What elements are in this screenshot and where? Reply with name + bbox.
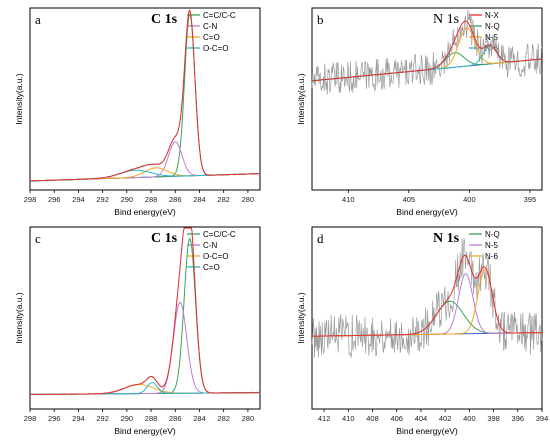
panel-title-c: C 1s (151, 231, 178, 246)
legend-label-d-1: N-5 (485, 241, 498, 250)
legend-label-d-2: N-6 (485, 252, 498, 261)
x-tick-label-a-4: 290 (121, 195, 134, 204)
panel-frame-c (29, 226, 261, 410)
legend-label-c-0: C=C/C-C (203, 230, 236, 239)
x-axis-title-b: Bind energy(eV) (396, 207, 458, 217)
x-tick-label-c-4: 290 (121, 414, 134, 423)
x-tick-label-c-0: 298 (24, 414, 37, 423)
panel-letter-a: a (35, 12, 41, 27)
x-tick-label-a-0: 298 (24, 195, 37, 204)
envelope-a (29, 10, 261, 182)
x-tick-label-d-3: 406 (390, 414, 403, 423)
x-tick-label-c-7: 284 (193, 414, 206, 423)
x-axis-title-a: Bind energy(eV) (114, 207, 176, 217)
x-tick-label-b-0: 410 (342, 195, 355, 204)
raw-spectrum-d (311, 238, 543, 358)
x-tick-label-a-6: 286 (169, 195, 182, 204)
x-axis-title-c: Bind energy(eV) (114, 426, 176, 436)
peak-a-0 (29, 12, 261, 182)
panel-title-b: N 1s (433, 12, 459, 27)
x-tick-label-c-8: 282 (217, 414, 230, 423)
x-tick-label-a-5: 288 (145, 195, 158, 204)
y-axis-title-d: Intensity(a.u.) (296, 292, 306, 344)
panel-frame-b (311, 7, 543, 191)
panel-d: 412 410 408 406 404 402 400 398 396 394 Bind energ… (296, 226, 549, 436)
x-tick-label-a-9: 280 (242, 195, 255, 204)
y-axis-title-a: Intensity(a.u.) (14, 73, 24, 125)
legend-label-c-3: C=O (203, 263, 220, 272)
y-axis-title-b: Intensity(a.u.) (296, 73, 306, 125)
panel-title-a: C 1s (151, 12, 178, 27)
legend-label-b-2: N-5 (485, 33, 498, 42)
x-tick-label-d-0: 412 (318, 414, 331, 423)
raw-spectrum-a (29, 8, 261, 182)
x-tick-label-a-2: 294 (72, 195, 85, 204)
legend-label-a-1: C-N (203, 22, 217, 31)
panel-b: 410 405 400 395 Bind energy(eV) Intensity(a.u… (296, 7, 543, 217)
x-tick-label-d-9: 394 (536, 414, 549, 423)
envelope-d (311, 254, 543, 337)
x-tick-label-c-2: 294 (72, 414, 85, 423)
legend-label-a-2: C=O (203, 33, 220, 42)
raw-spectrum-b (311, 9, 543, 95)
x-tick-label-c-3: 292 (96, 414, 109, 423)
envelope-c (29, 227, 261, 395)
panel-letter-c: c (35, 231, 41, 246)
x-tick-label-d-2: 408 (366, 414, 379, 423)
panel-title-d: N 1s (433, 231, 460, 246)
legend-label-b-0: N-X (485, 11, 499, 20)
panel-frame-d (311, 226, 543, 410)
x-axis-title-d: Bind energy(eV) (396, 426, 458, 436)
legend-label-b-1: N-Q (485, 22, 500, 31)
panel-c: 298 296 294 292 290 288 286 284 282 280 Bind energ… (14, 226, 261, 436)
x-tick-label-c-5: 288 (145, 414, 158, 423)
panel-a: 298 296 294 292 290 288 286 284 282 280 Bind energ… (14, 7, 261, 217)
panel-frame-a (29, 7, 261, 191)
legend-label-d-0: N-Q (485, 230, 500, 239)
x-tick-label-d-7: 398 (487, 414, 500, 423)
x-tick-label-b-1: 405 (403, 195, 416, 204)
x-tick-label-d-1: 410 (342, 414, 355, 423)
y-axis-title-c: Intensity(a.u.) (14, 292, 24, 344)
x-tick-label-a-7: 284 (193, 195, 206, 204)
x-tick-label-c-6: 286 (169, 414, 182, 423)
x-tick-label-a-3: 292 (96, 195, 109, 204)
x-tick-label-a-1: 296 (48, 195, 61, 204)
envelope-b (311, 20, 543, 82)
legend-label-c-2: O-C=O (203, 252, 229, 261)
peak-c-0 (29, 237, 261, 395)
x-tick-label-b-3: 395 (524, 195, 537, 204)
panel-letter-d: d (317, 231, 324, 246)
x-tick-label-d-4: 404 (415, 414, 428, 423)
legend-label-a-3: O-C=O (203, 44, 229, 53)
panel-letter-b: b (317, 12, 324, 27)
x-tick-label-d-5: 402 (439, 414, 452, 423)
x-tick-label-d-6: 400 (463, 414, 476, 423)
x-tick-label-a-8: 282 (217, 195, 230, 204)
x-tick-label-d-8: 396 (512, 414, 525, 423)
legend-label-c-1: C-N (203, 241, 217, 250)
legend-label-a-0: C=C/C-C (203, 11, 236, 20)
x-tick-label-b-2: 400 (463, 195, 476, 204)
x-tick-label-c-1: 296 (48, 414, 61, 423)
x-tick-label-c-9: 280 (242, 414, 255, 423)
